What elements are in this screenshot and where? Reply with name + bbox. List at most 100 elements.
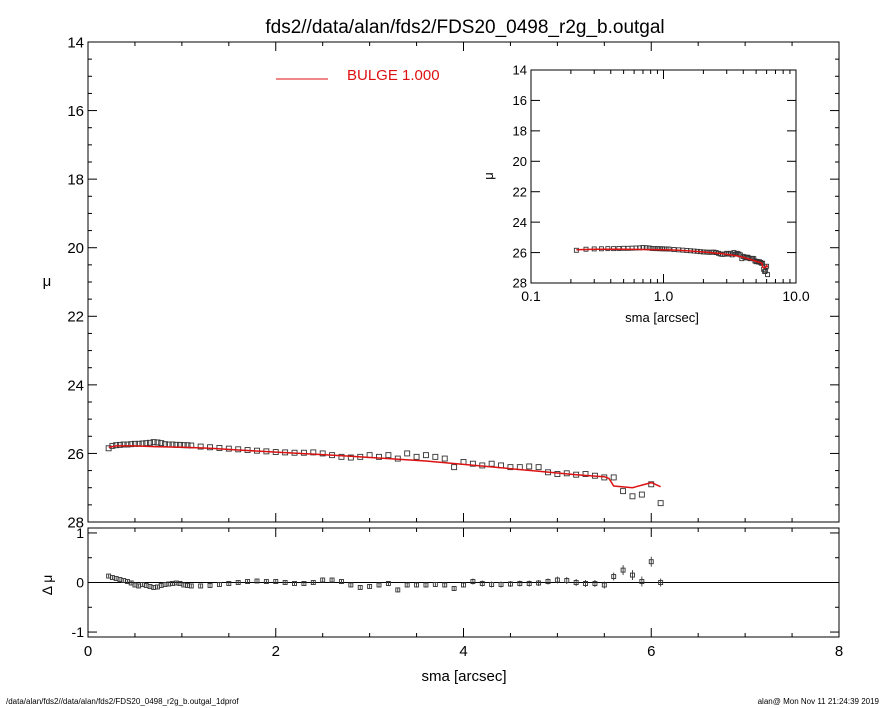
main-point (535, 464, 542, 471)
main-y-tick-label: 26 (67, 446, 84, 463)
main-point (469, 460, 476, 467)
main-point (310, 449, 317, 456)
main-point (376, 453, 382, 460)
main-point (216, 444, 223, 451)
residual-point (216, 582, 222, 587)
residual-point (498, 582, 504, 587)
residual-point (282, 580, 288, 585)
main-point (385, 452, 392, 459)
inset-point (652, 246, 658, 252)
main-point (147, 439, 153, 446)
inset-point (666, 246, 672, 252)
main-plot: 14 16 18 20 22 24 26 28 (67, 34, 840, 531)
residual-point (432, 582, 438, 587)
main-point (629, 493, 636, 500)
inset-x-tick-label: 1.0 (654, 288, 674, 304)
residual-point (630, 572, 635, 578)
main-point (451, 464, 458, 471)
residual-point (235, 580, 241, 585)
residual-point (245, 579, 251, 584)
inset-point (764, 263, 770, 269)
main-point (441, 455, 448, 462)
residual-point (639, 579, 645, 584)
inset-xlabel: sma [arcsec] (625, 310, 699, 325)
main-point (128, 441, 135, 448)
main-y-tick-label: 22 (67, 309, 84, 326)
residual-point (188, 583, 194, 589)
footer-file-path: /data/alan/fds2//data/alan/fds2/FDS20_04… (6, 697, 239, 706)
main-point (150, 439, 157, 446)
main-point (638, 491, 645, 498)
residual-point (470, 579, 476, 584)
main-ylabel: μ (43, 273, 52, 290)
main-point (610, 474, 617, 481)
residual-point (198, 583, 204, 589)
residual-point (329, 577, 335, 583)
inset-point (762, 269, 768, 275)
residual-point (526, 581, 532, 586)
inset-point (765, 272, 771, 278)
residual-point (395, 587, 401, 593)
inset-y-tick-label: 28 (513, 276, 527, 291)
residual-point (207, 583, 213, 588)
main-point (347, 454, 354, 461)
residual-point (592, 581, 598, 586)
inset-x-tick-label: 10.0 (782, 288, 809, 304)
main-point (404, 450, 411, 457)
residual-point (442, 582, 448, 588)
main-point (124, 441, 131, 448)
residual-point (254, 578, 260, 584)
residual-point (385, 581, 391, 586)
inset-point (654, 246, 660, 252)
residual-point (564, 578, 570, 583)
residual-point (620, 567, 626, 573)
residual-x-tick-label: 2 (272, 643, 280, 660)
residual-point (226, 581, 232, 586)
residual-point (292, 581, 297, 586)
residual-plot: 0 2 4 6 8 -1 0 1 (72, 525, 844, 660)
residual-point (583, 581, 588, 586)
main-point (338, 453, 345, 460)
residual-point (545, 579, 551, 584)
main-point (432, 453, 439, 460)
residual-x-tick-label: 6 (647, 643, 655, 660)
residual-point (376, 582, 382, 588)
main-point (300, 449, 307, 456)
residual-point (451, 585, 457, 591)
residual-point (536, 580, 542, 586)
main-point (158, 440, 165, 447)
residual-point (423, 582, 429, 588)
inset-plot: 0.1 1.0 10.0 14 16 18 20 22 24 26 28 (513, 63, 810, 304)
inset-y-tick-label: 26 (513, 245, 527, 260)
inset-y-tick-label: 20 (513, 154, 527, 169)
residual-y-tick-label: 0 (76, 575, 84, 591)
residual-point (554, 577, 560, 583)
inset-background (531, 70, 796, 283)
residual-point (320, 577, 326, 583)
main-y-tick-label: 14 (67, 34, 84, 51)
residual-point (273, 579, 279, 584)
main-point (319, 450, 326, 457)
inset-y-tick-label: 14 (513, 63, 527, 78)
main-y-tick-label: 20 (67, 240, 84, 257)
residual-point (461, 582, 466, 588)
main-point (582, 471, 589, 477)
residual-point (507, 581, 513, 587)
main-model-line (108, 445, 661, 489)
main-point (120, 441, 127, 448)
residual-point (658, 580, 664, 585)
main-point (507, 464, 514, 471)
residual-x-tick-label: 0 (84, 643, 92, 660)
main-point (413, 453, 420, 460)
residual-point (648, 559, 654, 565)
residual-point (310, 580, 316, 585)
legend-label-bulge: BULGE 1.000 (347, 67, 440, 84)
main-point (207, 444, 213, 451)
residual-point (367, 584, 373, 589)
residual-point (357, 585, 363, 590)
residual-point (348, 582, 354, 588)
legend: BULGE 1.000 (276, 67, 440, 84)
main-y-tick-label: 16 (67, 103, 84, 120)
main-point (526, 463, 533, 470)
